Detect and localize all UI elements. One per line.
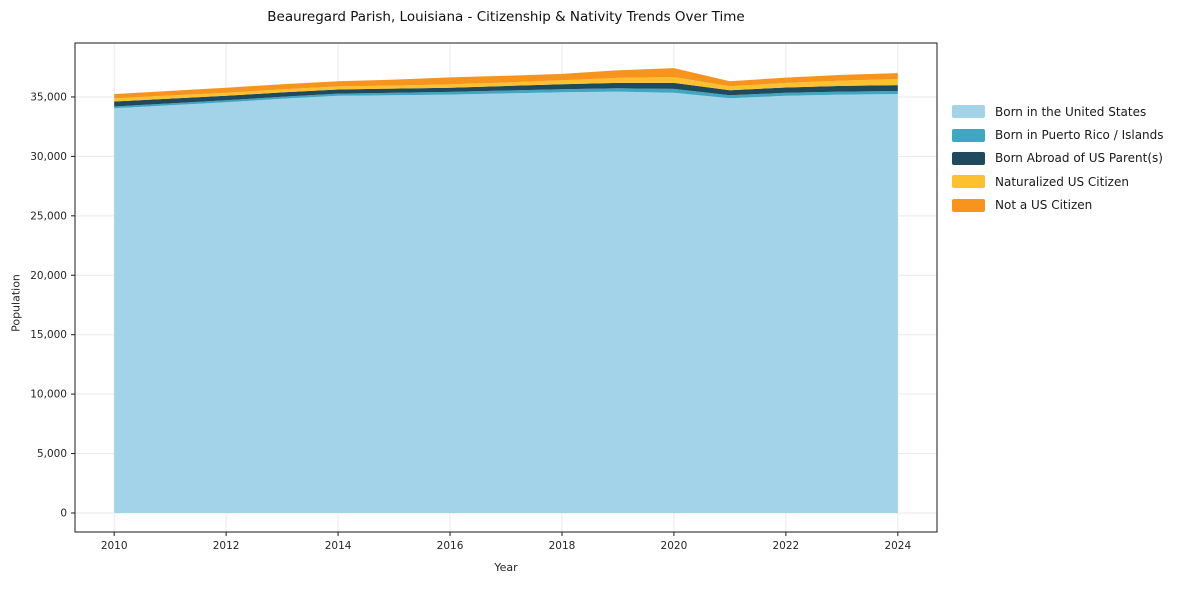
legend: Born in the United States Born in Puerto … [952,100,1164,217]
area-born-in-puerto-rico-islands [114,88,898,109]
legend-label: Born Abroad of US Parent(s) [995,151,1163,166]
legend-label: Not a US Citizen [995,198,1093,213]
area-born-abroad-of-us-parent-s [114,82,898,107]
legend-swatch [952,151,985,165]
legend-label: Born in Puerto Rico / Islands [995,128,1164,143]
y-tick-label: 5,000 [37,448,67,460]
x-tick-label: 2016 [437,540,464,552]
x-tick-label: 2020 [661,540,688,552]
legend-swatch [952,175,985,189]
x-tick-label: 2022 [773,540,800,552]
x-axis-label: Year [494,561,518,574]
y-tick-label: 15,000 [30,329,67,341]
legend-swatch [952,128,985,142]
x-tick-label: 2014 [325,540,352,552]
y-tick-label: 25,000 [30,210,67,222]
plot-frame [74,42,938,533]
y-axis-label: Population [9,274,23,332]
legend-item-born-abroad-of-us-parent-s: Born Abroad of US Parent(s) [952,147,1164,170]
legend-label: Naturalized US Citizen [995,174,1129,189]
legend-item-born-in-puerto-rico-islands: Born in Puerto Rico / Islands [952,123,1164,146]
area-born-in-the-united-states [114,91,898,513]
legend-swatch [952,198,985,212]
legend-item-not-a-us-citizen: Not a US Citizen [952,194,1164,217]
y-tick-label: 10,000 [30,389,67,401]
x-tick-label: 2018 [549,540,576,552]
y-tick-label: 20,000 [30,270,67,282]
area-not-a-us-citizen [114,68,898,99]
y-tick-label: 35,000 [30,91,67,103]
legend-swatch [952,105,985,119]
x-tick-label: 2024 [884,540,911,552]
chart-title: Beauregard Parish, Louisiana - Citizensh… [267,9,745,25]
legend-label: Born in the United States [995,104,1147,119]
x-tick-label: 2010 [101,540,128,552]
y-tick-label: 0 [60,507,67,519]
x-tick-label: 2012 [213,540,240,552]
legend-item-born-in-the-united-states: Born in the United States [952,100,1164,123]
y-tick-label: 30,000 [30,151,67,163]
area-naturalized-us-citizen [114,77,898,102]
legend-item-naturalized-us-citizen: Naturalized US Citizen [952,170,1164,193]
